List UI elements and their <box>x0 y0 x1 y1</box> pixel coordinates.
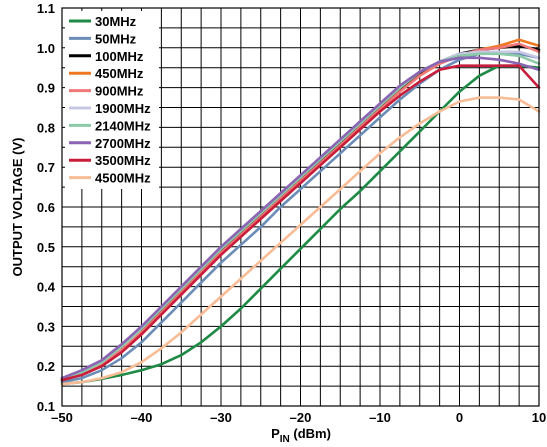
y-tick-label: 1.0 <box>37 41 55 56</box>
legend-label: 900MHz <box>95 84 144 99</box>
plot-frame <box>61 7 540 407</box>
legend-label: 30MHz <box>95 14 137 29</box>
y-tick-label: 0.6 <box>37 200 55 215</box>
y-tick-label: 1.1 <box>37 1 55 16</box>
y-tick-label: 0.7 <box>37 160 55 175</box>
legend-label: 1900MHz <box>95 101 151 116</box>
series-line-2700mhz <box>60 56 541 380</box>
y-tick-label: 0.3 <box>37 319 55 334</box>
series-lines <box>60 38 541 386</box>
y-tick-label: 0.2 <box>37 359 55 374</box>
y-tick-label: 0.1 <box>37 399 55 414</box>
y-tick-label: 0.8 <box>37 120 55 135</box>
y-tick-label: 0.5 <box>37 240 55 255</box>
x-axis-label-unit: (dBm) <box>290 426 331 441</box>
x-tick-label: 0 <box>456 410 463 425</box>
x-tick-label: –10 <box>369 410 391 425</box>
legend-label: 2700MHz <box>95 136 151 151</box>
series-line-2140mhz <box>60 52 541 381</box>
x-tick-label: –20 <box>290 410 312 425</box>
x-axis-label: PIN (dBm) <box>271 426 331 445</box>
legend-label: 100MHz <box>95 49 144 64</box>
x-axis-label-main: P <box>271 426 280 441</box>
x-axis-label-subscript: IN <box>280 434 290 445</box>
y-tick-labels: 0.1 0.2 0.3 0.4 0.5 0.6 0.7 0.8 0.9 1.0 1.1 <box>37 1 56 414</box>
legend-label: 3500MHz <box>95 153 151 168</box>
x-tick-label: –30 <box>210 410 232 425</box>
x-tick-label: –40 <box>131 410 153 425</box>
series-line-3500mhz <box>60 64 541 382</box>
series-line-50mhz <box>60 50 541 384</box>
y-tick-label: 0.4 <box>37 280 56 295</box>
x-tick-label: 10 <box>532 410 546 425</box>
legend: 30MHz 50MHz 100MHz 450MHz 900MHz 1900MHz 2140M… <box>65 11 159 189</box>
legend-label: 50MHz <box>95 31 137 46</box>
x-tick-label: –50 <box>51 410 73 425</box>
legend-label: 2140MHz <box>95 118 151 133</box>
legend-label: 4500MHz <box>95 171 151 186</box>
series-line-30mhz <box>60 64 541 386</box>
y-tick-label: 0.9 <box>37 81 55 96</box>
y-axis-label: OUTPUT VOLTAGE (V) <box>10 138 25 277</box>
series-line-4500mhz <box>60 96 541 386</box>
x-tick-labels: –50 –40 –30 –20 –10 0 10 <box>51 410 546 425</box>
legend-label: 450MHz <box>95 66 144 81</box>
